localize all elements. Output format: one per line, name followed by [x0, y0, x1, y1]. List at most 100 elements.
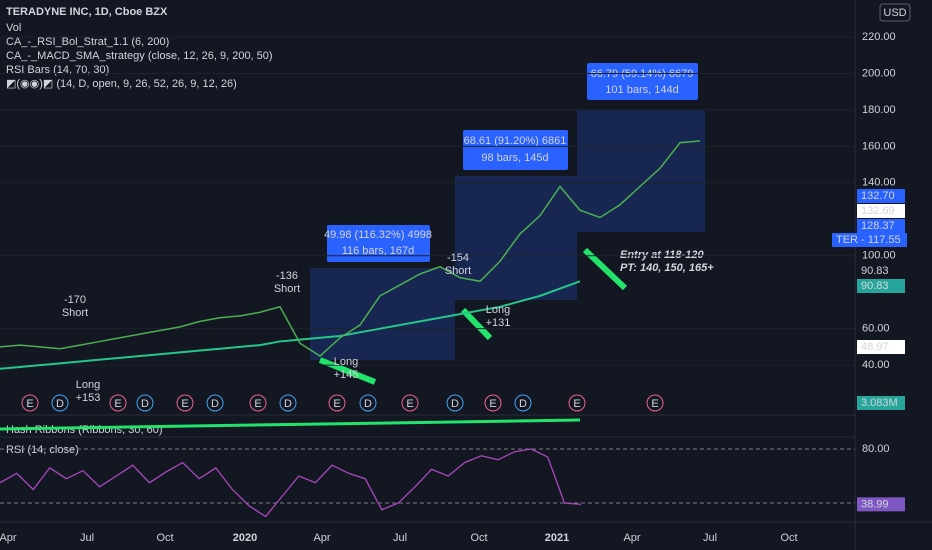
rsi-line	[0, 448, 582, 518]
date-tick: Jul	[393, 532, 407, 544]
event-label: D	[211, 398, 219, 410]
currency[interactable]: USD	[883, 7, 906, 19]
event-label: D	[451, 398, 459, 410]
event-marker	[359, 394, 377, 412]
price-badge	[832, 233, 907, 247]
event-marker	[484, 394, 502, 412]
currency-box[interactable]	[879, 3, 911, 22]
event-label: D	[56, 398, 64, 410]
price-badge	[857, 340, 905, 354]
price-tick: 220.00	[862, 31, 896, 43]
event-marker	[514, 394, 532, 412]
rsi-tick: 80.00	[862, 443, 890, 455]
price-badge	[857, 396, 905, 410]
hash-ribbon	[0, 418, 581, 431]
price-badge	[857, 219, 905, 233]
event-label: D	[364, 398, 372, 410]
rsi-badge	[857, 497, 905, 512]
date-tick: 2020	[233, 532, 257, 544]
signal-label: -154 Short	[445, 252, 471, 277]
price-tick: 200.00	[862, 67, 896, 79]
indicator: RSI Bars (14, 70, 30)	[6, 64, 109, 76]
price-badge	[857, 204, 905, 218]
event-marker	[176, 394, 194, 412]
date-tick: Apr	[623, 532, 640, 544]
price-badge-label: 128.37	[861, 220, 895, 232]
measure-text: 98 bars, 145d	[481, 152, 548, 164]
measure-text: 68.61 (91.20%) 6861	[464, 135, 567, 147]
measure-box	[310, 268, 455, 360]
date-tick: Oct	[780, 532, 797, 544]
event-marker	[21, 394, 39, 412]
indicator: ◩(◉◉)◩ (14, D, open, 9, 26, 52, 26, 9, 1…	[6, 78, 237, 90]
measure-text: 101 bars, 144d	[605, 84, 678, 96]
event-label: E	[489, 398, 496, 410]
signal-label: Long +145	[334, 356, 359, 381]
price-badge-label: 132.69	[861, 205, 895, 217]
price-badge	[857, 189, 905, 203]
measure-box	[455, 176, 577, 300]
price-badge-label: 48.97	[861, 341, 889, 353]
price-badge	[857, 279, 905, 293]
date-tick: Oct	[470, 532, 487, 544]
event-marker	[646, 394, 664, 412]
event-marker	[249, 394, 267, 412]
measure-text: 116 bars, 167d	[342, 245, 415, 257]
rsi-badge-label: 38.99	[861, 498, 889, 510]
signal-label: -136 Short	[274, 270, 300, 295]
pane-title: RSI (14, close)	[6, 444, 79, 456]
signal-label: -170 Short	[62, 294, 88, 319]
date-tick: 2021	[545, 532, 569, 544]
event-marker	[446, 394, 464, 412]
indicator: Vol	[6, 22, 21, 34]
note: PT: 140, 150, 165+	[620, 262, 714, 274]
price-badge-label: TER - 117.55	[836, 234, 901, 246]
price-line	[0, 140, 701, 357]
price-tick: 40.00	[862, 359, 890, 371]
event-label: E	[181, 398, 188, 410]
measure-text: 49.98 (116.32%) 4998	[324, 229, 432, 241]
event-label: E	[651, 398, 658, 410]
event-marker	[568, 394, 586, 412]
date-tick: Apr	[313, 532, 330, 544]
price-badge	[857, 264, 905, 278]
event-label: E	[114, 398, 121, 410]
date-tick: Oct	[156, 532, 173, 544]
indicator: CA_-_RSI_Bol_Strat_1.1 (6, 200)	[6, 36, 169, 48]
event-marker	[328, 394, 346, 412]
event-label: D	[519, 398, 527, 410]
event-label: E	[254, 398, 261, 410]
signal-label: Long +153	[76, 379, 101, 404]
price-badge-label: 132.70	[861, 190, 895, 202]
date-tick: Jul	[703, 532, 717, 544]
symbol-title: TERADYNE INC, 1D, Cboe BZX	[6, 6, 168, 18]
event-label: E	[406, 398, 413, 410]
measure-label	[463, 130, 568, 170]
event-label: D	[141, 398, 149, 410]
event-label: D	[284, 398, 292, 410]
note: Entry at 118-120	[620, 249, 704, 261]
event-label: E	[26, 398, 33, 410]
price-tick: 180.00	[862, 104, 896, 116]
indicator: CA_-_MACD_SMA_strategy (close, 12, 26, 9…	[6, 50, 273, 62]
price-tick: 60.00	[862, 323, 890, 335]
measure-box	[577, 110, 705, 232]
event-marker	[206, 394, 224, 412]
event-marker	[136, 394, 154, 412]
measure-label	[587, 63, 698, 100]
event-label: E	[573, 398, 580, 410]
date-tick: Apr	[0, 532, 17, 544]
signal-label: Long +131	[486, 304, 511, 329]
price-tick: 140.00	[862, 177, 896, 189]
date-tick: Jul	[80, 532, 94, 544]
measure-label	[327, 225, 430, 262]
event-marker	[109, 394, 127, 412]
event-marker	[279, 394, 297, 412]
sma-line	[0, 280, 581, 370]
event-marker	[51, 394, 69, 412]
price-tick: 160.00	[862, 140, 896, 152]
arrow	[318, 247, 628, 385]
event-marker	[401, 394, 419, 412]
